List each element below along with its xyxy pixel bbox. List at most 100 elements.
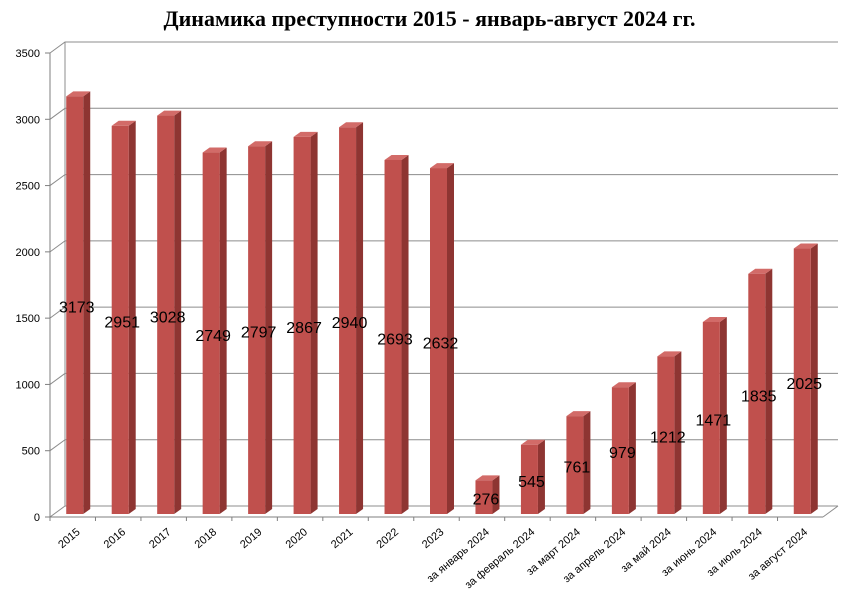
data-label: 2940 (332, 315, 368, 332)
bar-top (475, 475, 500, 481)
bar-за март 2024 (566, 411, 591, 514)
floor-edge (822, 505, 839, 518)
data-label: 761 (564, 460, 591, 477)
bar (475, 480, 493, 514)
bar-2021 (339, 122, 364, 515)
bar-за май 2024 (657, 351, 682, 514)
y-tick-label: 2000 (16, 247, 40, 259)
bar (657, 356, 675, 514)
bar-top (384, 154, 409, 160)
data-label: 545 (518, 474, 545, 491)
bar-side (674, 351, 682, 514)
bar-top (520, 439, 545, 445)
bar (66, 96, 84, 514)
bar (339, 127, 357, 515)
data-label: 2632 (423, 336, 459, 353)
x-tick-label: 2023 (420, 526, 446, 551)
y-tick-label: 500 (22, 446, 40, 458)
chart-title: Динамика преступности 2015 - январь-авгу… (163, 6, 696, 31)
bar-top (611, 382, 636, 388)
bar-за июнь 2024 (702, 316, 727, 514)
bar-top (202, 147, 227, 153)
bar-side (310, 131, 318, 514)
bar (793, 248, 811, 515)
bar-side (765, 268, 773, 514)
x-tick-label: 2021 (329, 526, 355, 551)
bar-2019 (248, 141, 273, 515)
bar-side (356, 122, 364, 515)
bar-top (793, 243, 818, 249)
bar-side (219, 147, 227, 514)
bar-2015 (66, 91, 91, 514)
bar-2016 (111, 120, 136, 515)
bar-side (447, 163, 454, 514)
bar-2022 (384, 154, 409, 514)
data-labels: 3173 2951 3028 2749 2797 2867 2940 2693 2632 276 5… (59, 300, 822, 509)
bar-за июль 2024 (748, 268, 773, 514)
bar-top (748, 268, 773, 274)
axes (45, 42, 839, 521)
data-label: 3173 (59, 300, 95, 317)
bar (384, 159, 402, 514)
y-tick-label: 3000 (16, 114, 40, 126)
x-tick-label: 2017 (147, 526, 173, 551)
bar-за февраль 2024 (520, 439, 545, 514)
gridline (49, 41, 838, 54)
data-label: 1212 (650, 430, 686, 447)
bar-top (111, 120, 136, 126)
bar-side (265, 141, 273, 515)
bar (566, 416, 584, 514)
data-label: 276 (473, 492, 500, 509)
bar (520, 444, 538, 514)
x-tick-label: 2018 (193, 526, 219, 551)
bar-top (248, 141, 273, 147)
bar-side (83, 91, 91, 514)
data-label: 1471 (696, 412, 732, 429)
y-tick-label: 3500 (16, 48, 40, 60)
bar (430, 168, 447, 514)
bar (157, 115, 175, 514)
bar (248, 146, 266, 515)
y-axis-ticks: 0 500 1000 1500 2000 2500 3000 3500 (16, 48, 40, 524)
bar-top (66, 91, 91, 97)
bar-2018 (202, 147, 227, 514)
data-label: 2797 (241, 325, 277, 342)
bar-side (174, 110, 182, 514)
y-tick-label: 0 (34, 512, 40, 524)
bar-за август 2024 (793, 243, 818, 515)
bar-side (401, 154, 409, 514)
bar-top (157, 110, 182, 116)
bar-top (702, 316, 727, 322)
data-label: 2025 (786, 376, 822, 393)
bar-side (537, 439, 545, 514)
bar-top (430, 163, 454, 169)
x-tick-label: 2016 (102, 526, 128, 551)
x-tick-label: 2015 (56, 526, 82, 551)
data-label: 2867 (286, 320, 322, 337)
y-tick-label: 1000 (16, 379, 40, 391)
x-tick-label: 2020 (284, 526, 310, 551)
bar-top (339, 122, 364, 128)
bar-за апрель 2024 (611, 382, 636, 514)
y-tick-label: 1500 (16, 313, 40, 325)
bar-top (293, 131, 318, 137)
y-tick-label: 2500 (16, 181, 40, 193)
data-label: 3028 (150, 309, 186, 326)
data-label: 2749 (195, 328, 231, 345)
bar (611, 387, 629, 514)
data-label: 1835 (741, 388, 777, 405)
bar-side (628, 382, 636, 514)
bar-side (810, 243, 818, 515)
bar-2017 (157, 110, 182, 514)
bar (111, 125, 129, 515)
bar (748, 273, 766, 514)
bar (293, 136, 311, 514)
bar-top (657, 351, 682, 357)
bar-side (128, 120, 136, 515)
bar-2020 (293, 131, 318, 514)
data-label: 2951 (104, 314, 140, 331)
data-label: 2693 (377, 331, 413, 348)
bar-side (583, 411, 591, 514)
